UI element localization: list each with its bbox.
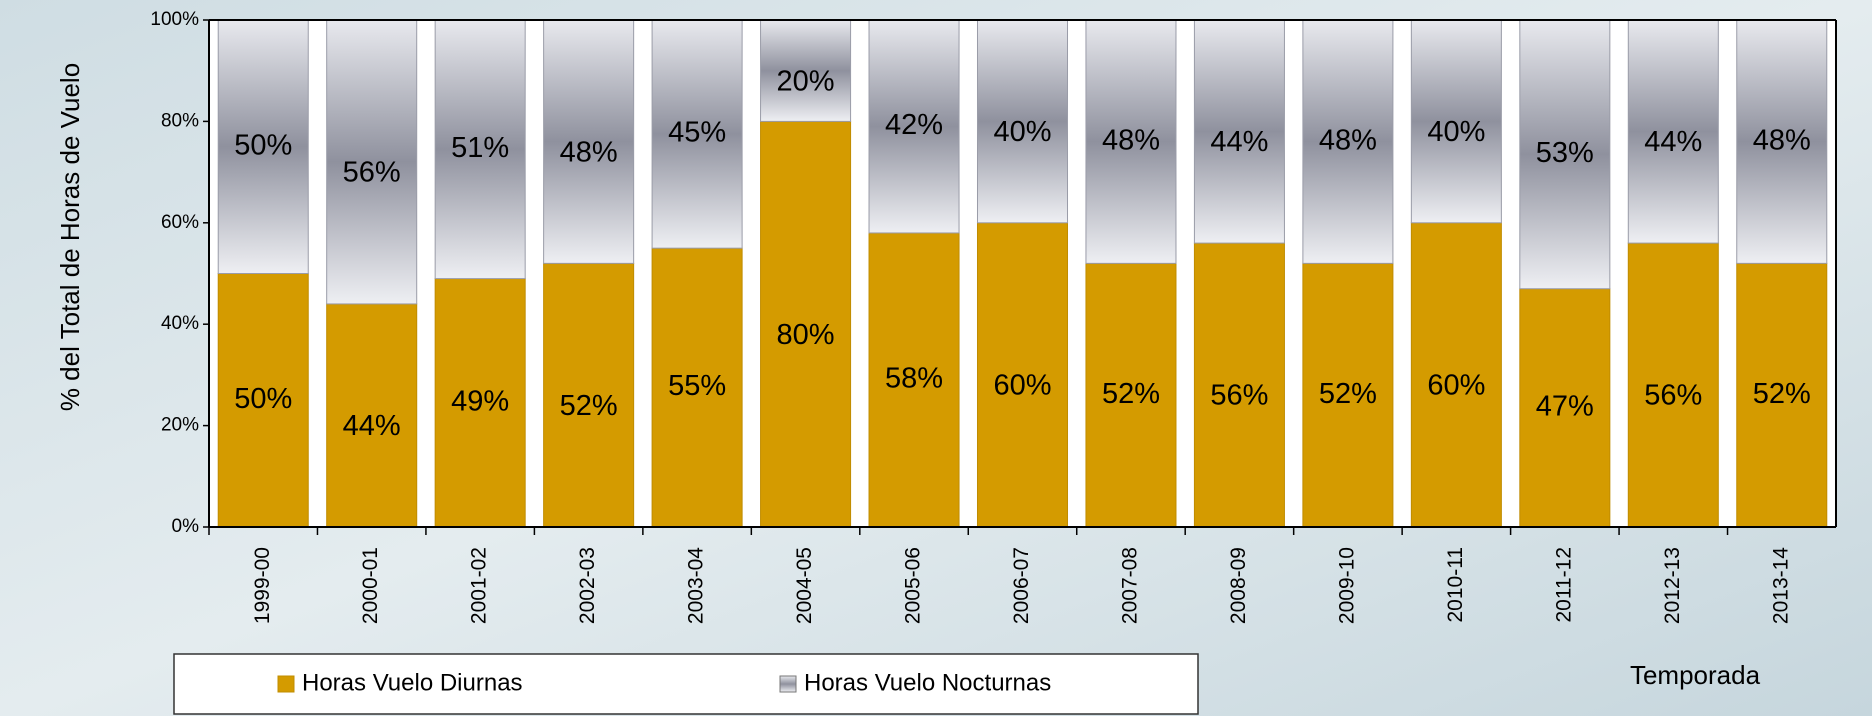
- bar-segment: [1193, 19, 1285, 244]
- bar-segment: [1627, 19, 1719, 244]
- y-tick-label: 20%: [161, 415, 199, 436]
- bar-segment: [976, 19, 1069, 224]
- x-tick-label: 2012-13: [1661, 547, 1684, 624]
- bar-segment: [326, 19, 418, 305]
- bar-segment: [1302, 19, 1394, 264]
- bar-segment: [1410, 222, 1502, 528]
- x-tick-label: 2003-04: [685, 547, 708, 624]
- bar-segment: [1302, 262, 1394, 528]
- value-label: 56%: [1644, 380, 1702, 412]
- y-tick-label: 40%: [161, 313, 199, 334]
- value-label: 20%: [777, 65, 835, 97]
- bar-segment: [543, 262, 635, 528]
- value-label: 44%: [1644, 126, 1702, 158]
- x-tick-label: 2009-10: [1335, 547, 1358, 624]
- bar-segment: [651, 19, 743, 249]
- x-tick-label: 2010-11: [1444, 547, 1467, 623]
- bar-segment: [1410, 19, 1502, 224]
- bar-segment: [976, 222, 1069, 528]
- value-label: 48%: [1319, 124, 1377, 156]
- x-tick-label: 2007-08: [1119, 547, 1142, 624]
- y-tick-label: 100%: [150, 9, 199, 30]
- bar-segment: [434, 19, 526, 280]
- value-label: 52%: [1753, 378, 1811, 410]
- x-axis-title: Temporada: [1630, 660, 1761, 690]
- bar-segment: [760, 19, 852, 122]
- x-tick-label: 2005-06: [902, 547, 925, 624]
- legend-label: Horas Vuelo Diurnas: [302, 669, 523, 696]
- value-label: 47%: [1536, 391, 1594, 423]
- bar-segment: [543, 19, 635, 264]
- bar-segment: [1736, 262, 1828, 528]
- value-label: 80%: [777, 319, 835, 351]
- value-label: 60%: [993, 370, 1051, 402]
- value-label: 58%: [885, 363, 943, 395]
- x-tick-label: 2002-03: [576, 547, 599, 624]
- y-tick-label: 0%: [172, 516, 200, 537]
- value-label: 52%: [1102, 378, 1160, 410]
- bar-segment: [760, 120, 852, 528]
- x-tick-label: 2008-09: [1227, 547, 1250, 624]
- bar-segment: [434, 278, 526, 528]
- value-label: 50%: [234, 129, 292, 161]
- legend-swatch: [779, 675, 797, 693]
- value-label: 53%: [1536, 137, 1594, 169]
- value-label: 48%: [1753, 124, 1811, 156]
- x-tick-label: 2004-05: [793, 547, 816, 624]
- value-label: 42%: [885, 109, 943, 141]
- legend-swatch: [277, 675, 295, 693]
- value-label: 51%: [451, 132, 509, 164]
- bar-segment: [217, 273, 309, 528]
- value-label: 56%: [343, 157, 401, 189]
- value-label: 40%: [993, 116, 1051, 148]
- bar-segment: [1193, 242, 1285, 528]
- value-label: 60%: [1427, 370, 1485, 402]
- x-tick-label: 2006-07: [1010, 547, 1033, 624]
- bar-segment: [868, 232, 960, 528]
- x-tick-label: 2000-01: [359, 547, 382, 624]
- bar-segment: [1085, 262, 1177, 528]
- value-label: 55%: [668, 370, 726, 402]
- x-tick-label: 1999-00: [251, 547, 274, 624]
- y-axis-title: % del Total de Horas de Vuelo: [55, 63, 85, 411]
- value-label: 56%: [1210, 380, 1268, 412]
- bar-segment: [1736, 19, 1828, 264]
- bar-segment: [1627, 242, 1719, 528]
- value-label: 48%: [560, 136, 618, 168]
- value-label: 40%: [1427, 116, 1485, 148]
- legend-box: [173, 653, 1199, 715]
- x-tick-label: 2011-12: [1552, 547, 1575, 623]
- value-label: 52%: [560, 390, 618, 422]
- y-tick-label: 60%: [161, 212, 199, 233]
- x-tick-label: 2001-02: [468, 547, 491, 624]
- bar-segment: [651, 247, 743, 528]
- value-label: 50%: [234, 383, 292, 415]
- bar-segment: [1519, 19, 1611, 290]
- value-label: 44%: [343, 410, 401, 442]
- bar-segment: [1519, 288, 1611, 528]
- bar-segment: [868, 19, 960, 234]
- bar-segment: [1085, 19, 1177, 264]
- value-label: 45%: [668, 117, 726, 149]
- value-label: 44%: [1210, 126, 1268, 158]
- value-label: 48%: [1102, 124, 1160, 156]
- legend-label: Horas Vuelo Nocturnas: [804, 669, 1051, 696]
- value-label: 52%: [1319, 378, 1377, 410]
- x-tick-label: 2013-14: [1769, 547, 1792, 624]
- y-tick-label: 80%: [161, 110, 199, 131]
- value-label: 49%: [451, 385, 509, 417]
